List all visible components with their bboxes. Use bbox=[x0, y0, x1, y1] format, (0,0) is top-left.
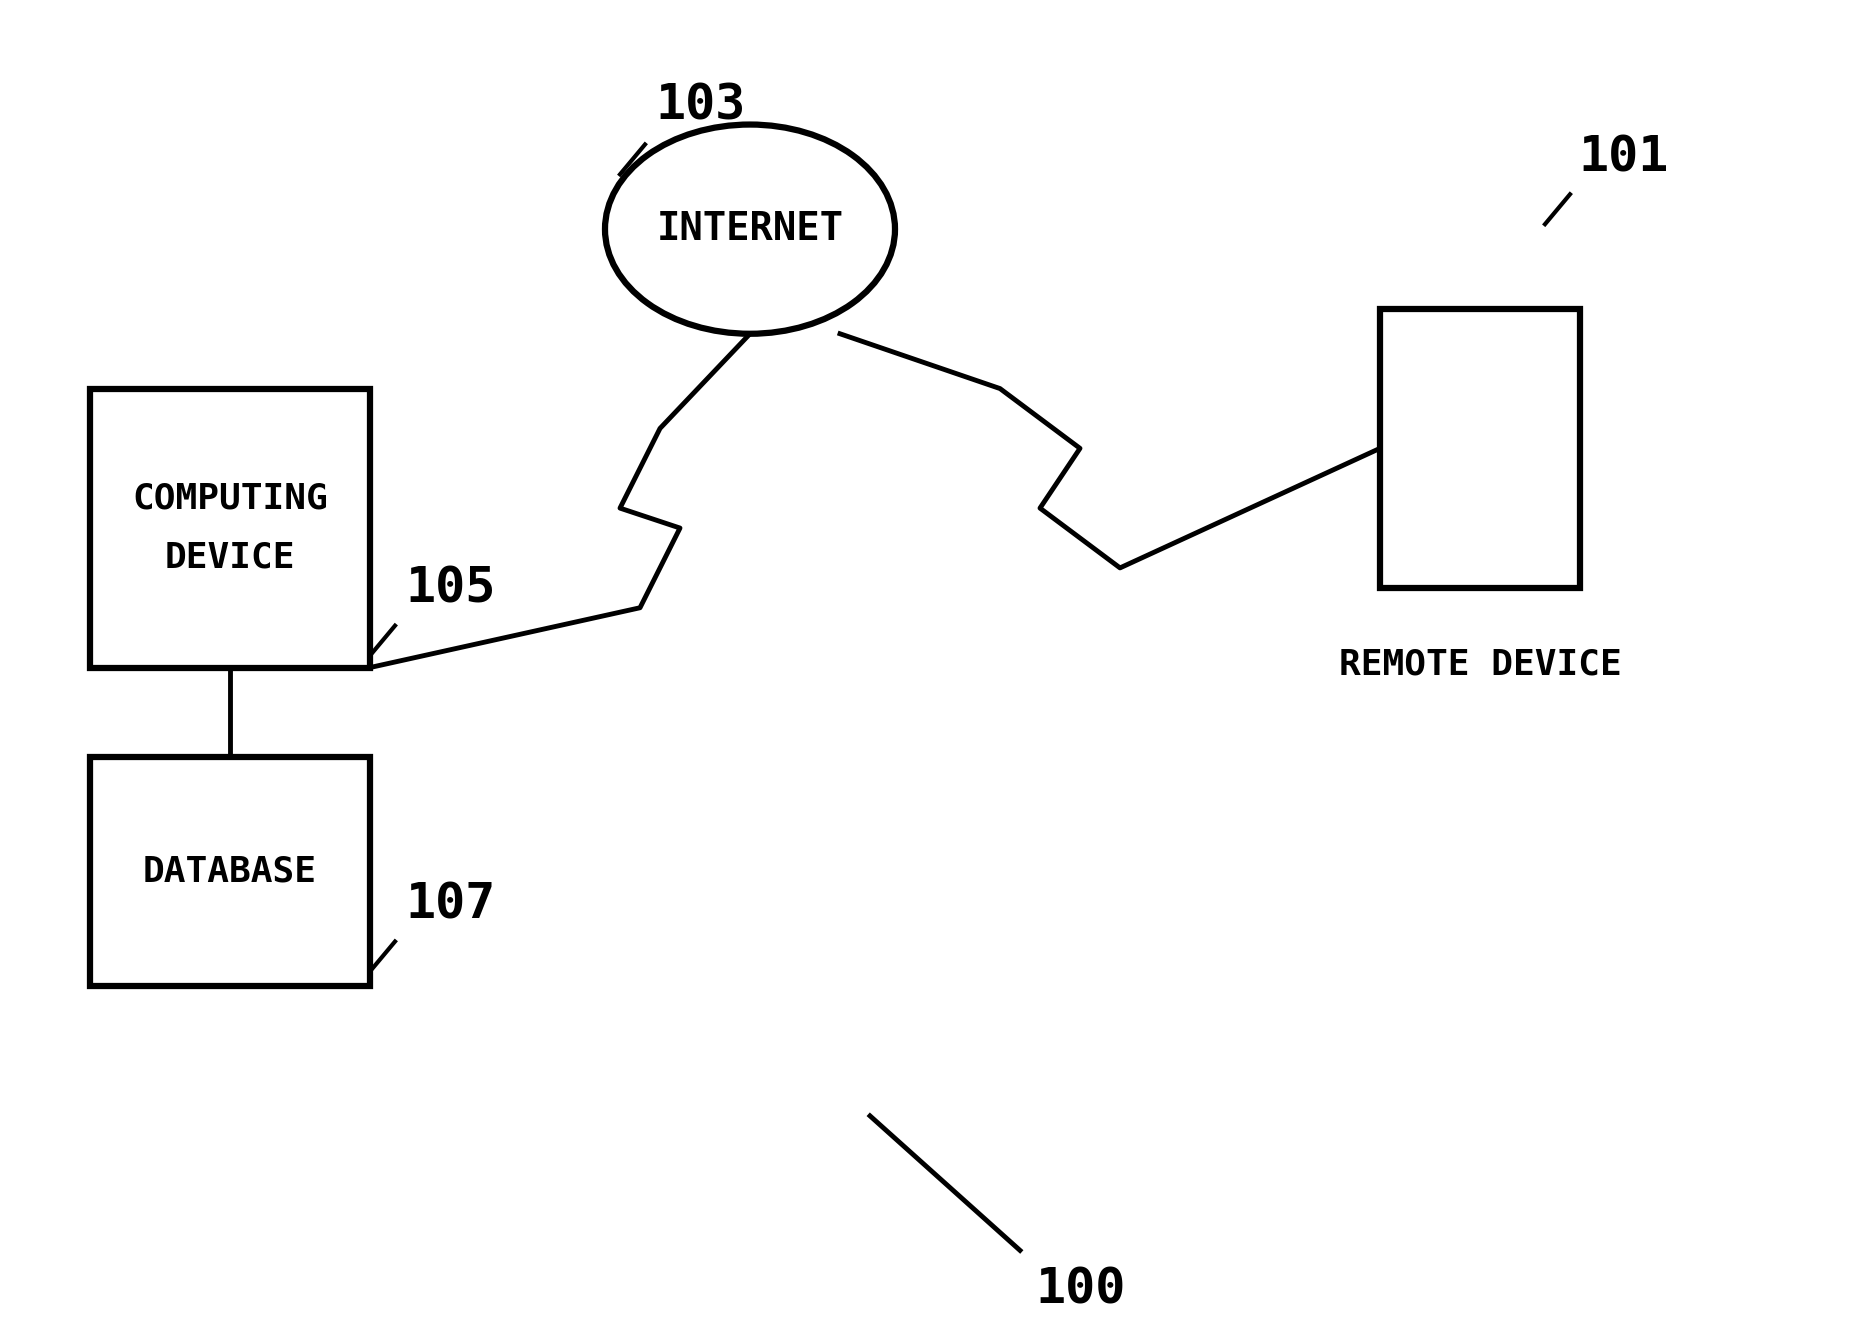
Bar bbox=[1380, 309, 1580, 587]
Text: 107: 107 bbox=[405, 880, 495, 928]
Text: DEVICE: DEVICE bbox=[164, 541, 295, 575]
Text: DATABASE: DATABASE bbox=[144, 855, 318, 888]
Text: REMOTE DEVICE: REMOTE DEVICE bbox=[1339, 647, 1621, 682]
Ellipse shape bbox=[605, 125, 895, 334]
Text: 103: 103 bbox=[656, 81, 745, 130]
Text: 101: 101 bbox=[1578, 134, 1668, 182]
Text: COMPUTING: COMPUTING bbox=[133, 481, 329, 516]
Text: INTERNET: INTERNET bbox=[656, 210, 844, 248]
Bar bbox=[90, 389, 370, 667]
Bar bbox=[90, 757, 370, 987]
Text: 100: 100 bbox=[1035, 1265, 1125, 1313]
Text: 105: 105 bbox=[405, 565, 495, 613]
